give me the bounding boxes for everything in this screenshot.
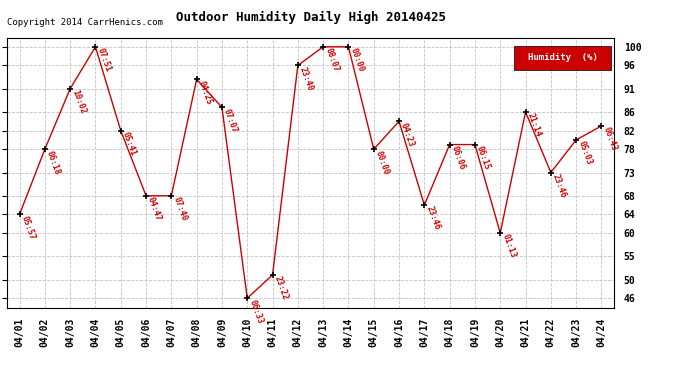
- Text: 05:41: 05:41: [121, 130, 138, 157]
- Text: 21:14: 21:14: [526, 112, 542, 138]
- Text: 10:02: 10:02: [70, 89, 87, 115]
- Text: 06:15: 06:15: [475, 145, 492, 171]
- Text: 07:40: 07:40: [171, 196, 188, 222]
- Text: 01:13: 01:13: [500, 233, 518, 260]
- Text: 08:07: 08:07: [323, 47, 340, 74]
- Text: 07:07: 07:07: [222, 107, 239, 134]
- Text: 06:18: 06:18: [45, 149, 62, 176]
- Text: Outdoor Humidity Daily High 20140425: Outdoor Humidity Daily High 20140425: [175, 11, 446, 24]
- Text: Copyright 2014 CarrHenics.com: Copyright 2014 CarrHenics.com: [7, 18, 163, 27]
- Text: 23:40: 23:40: [298, 65, 315, 92]
- Text: 00:00: 00:00: [374, 149, 391, 176]
- Text: 06:43: 06:43: [602, 126, 618, 153]
- FancyBboxPatch shape: [514, 46, 611, 70]
- Text: Humidity  (%): Humidity (%): [528, 53, 598, 62]
- Text: 04:47: 04:47: [146, 196, 163, 222]
- Text: 04:25: 04:25: [197, 80, 214, 106]
- Text: 23:46: 23:46: [551, 172, 568, 199]
- Text: 05:03: 05:03: [576, 140, 593, 166]
- Text: 23:46: 23:46: [424, 205, 442, 232]
- Text: 23:22: 23:22: [273, 275, 290, 302]
- Text: 07:51: 07:51: [95, 47, 112, 74]
- Text: 05:57: 05:57: [19, 214, 37, 241]
- Text: 00:00: 00:00: [348, 47, 366, 74]
- Text: 06:06: 06:06: [450, 145, 466, 171]
- Text: 04:23: 04:23: [399, 121, 416, 148]
- Text: 06:33: 06:33: [247, 298, 264, 325]
